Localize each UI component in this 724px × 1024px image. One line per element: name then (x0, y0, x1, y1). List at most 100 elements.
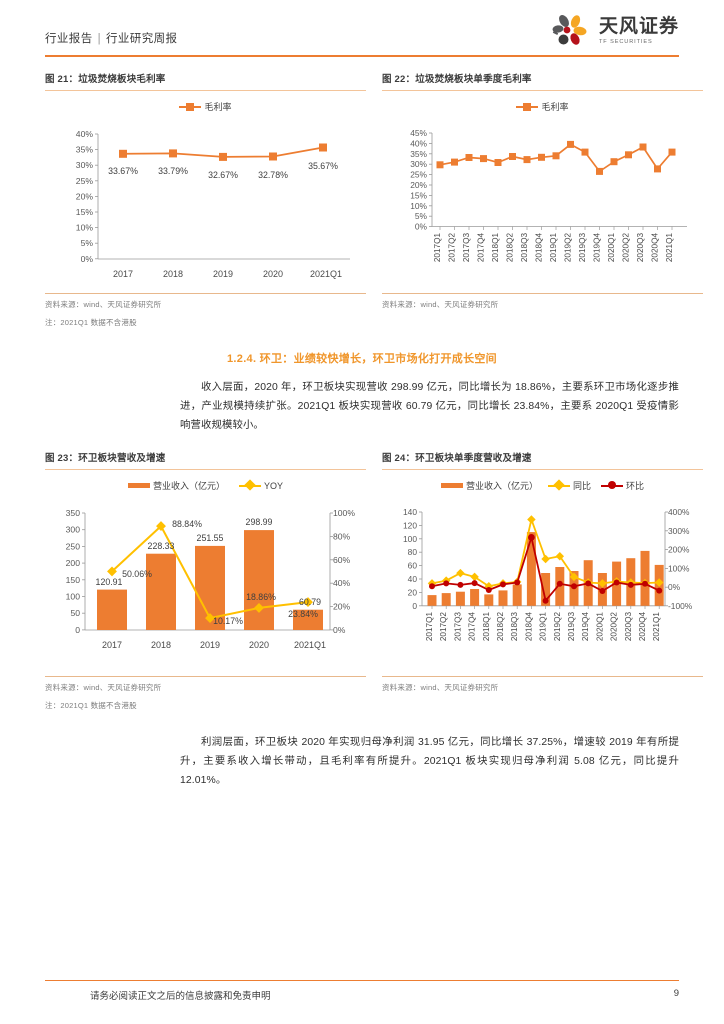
breadcrumb-primary: 行业报告 (45, 33, 93, 45)
svg-text:2018Q2: 2018Q2 (506, 232, 515, 262)
legend-item-gross-margin: 毛利率 (179, 100, 232, 113)
figure-21-title: 图 21：垃圾焚烧板块毛利率 (45, 73, 166, 85)
svg-text:2018: 2018 (151, 640, 171, 650)
figure-24: 图 24：环卫板块单季度营收及增速 营业收入（亿元） 同比 环比 (382, 450, 703, 711)
figure-22-title-rule (382, 89, 703, 91)
svg-text:100: 100 (403, 534, 417, 544)
breadcrumb-divider: | (97, 33, 101, 45)
pinwheel-logo-icon (551, 14, 593, 48)
section-heading: 1.2.4. 环卫：业绩较快增长，环卫市场化打开成长空间 (227, 352, 497, 365)
svg-text:2020: 2020 (249, 640, 269, 650)
svg-text:120: 120 (403, 520, 417, 530)
svg-text:2021Q1: 2021Q1 (665, 232, 674, 262)
svg-text:2021Q1: 2021Q1 (294, 640, 326, 650)
svg-text:2020Q1: 2020Q1 (607, 232, 616, 262)
svg-text:100%: 100% (668, 563, 690, 573)
svg-text:0: 0 (412, 601, 417, 611)
svg-text:40%: 40% (333, 578, 351, 588)
svg-text:40: 40 (408, 574, 418, 584)
svg-text:2020Q3: 2020Q3 (624, 611, 633, 641)
svg-text:228.33: 228.33 (148, 541, 175, 551)
legend-line-icon (547, 479, 570, 491)
legend-item-revenue: 营业收入（亿元） (440, 479, 538, 492)
figure-22: 图 22：垃圾焚烧板块单季度毛利率 毛利率 45% 40% 35% 30% 25% 2… (382, 71, 703, 328)
svg-text:2017Q1: 2017Q1 (433, 232, 442, 262)
legend-label: 毛利率 (541, 102, 569, 113)
footer-divider (45, 979, 679, 981)
page-footer: 请务必阅读正文之后的信息披露和免责申明 9 (45, 979, 679, 1002)
legend-label: 环比 (626, 481, 645, 492)
breadcrumb-secondary: 行业研究周报 (106, 33, 178, 45)
svg-text:140: 140 (403, 507, 417, 517)
svg-text:2018Q1: 2018Q1 (482, 611, 491, 641)
svg-text:32.78%: 32.78% (258, 170, 288, 180)
figure-24-legend: 营业收入（亿元） 同比 环比 (382, 474, 703, 498)
footer-page-number: 9 (673, 988, 679, 999)
header-divider (45, 55, 679, 57)
svg-text:0: 0 (75, 625, 80, 635)
svg-text:20%: 20% (333, 601, 351, 611)
figure-21-chart: 毛利率 40% 35% 30% 25% 20% 15% 10% 5% 0% (45, 95, 366, 291)
figure-23-title: 图 23：环卫板块营收及增速 (45, 452, 166, 464)
legend-item-gross-margin: 毛利率 (516, 100, 569, 113)
svg-text:10.17%: 10.17% (213, 616, 243, 626)
svg-text:2020Q2: 2020Q2 (622, 232, 631, 262)
svg-text:0%: 0% (81, 254, 94, 264)
figure-23-legend: 营业收入（亿元） YOY (45, 474, 366, 498)
svg-text:100%: 100% (333, 508, 355, 518)
legend-item-qoq: 环比 (601, 479, 644, 492)
svg-text:250: 250 (66, 541, 81, 551)
svg-text:2020Q1: 2020Q1 (595, 611, 604, 641)
svg-text:50.06%: 50.06% (122, 569, 152, 579)
svg-text:300: 300 (66, 524, 81, 534)
svg-text:2017: 2017 (113, 269, 133, 279)
figure-21-legend: 毛利率 (45, 95, 366, 119)
svg-text:2018Q3: 2018Q3 (520, 232, 529, 262)
svg-text:2018Q2: 2018Q2 (496, 611, 505, 641)
svg-text:20: 20 (408, 587, 418, 597)
svg-text:2018Q1: 2018Q1 (491, 232, 500, 262)
svg-text:5%: 5% (415, 211, 428, 221)
breadcrumb: 行业报告 | 行业研究周报 (45, 30, 177, 50)
svg-text:2019Q3: 2019Q3 (578, 232, 587, 262)
legend-line-icon (179, 102, 202, 111)
svg-text:2019Q2: 2019Q2 (564, 232, 573, 262)
svg-text:100: 100 (66, 591, 81, 601)
figure-23-plot: 350 300 250 200 150 100 50 0 100% 80% 60% 40% … (45, 498, 366, 672)
svg-text:35.67%: 35.67% (308, 161, 338, 171)
figure-21-title-rule (45, 89, 366, 91)
figure-24-plot: 140 120 100 80 60 40 20 0 400% 300% 200% 100% … (382, 498, 703, 672)
svg-text:2017Q1: 2017Q1 (425, 611, 434, 641)
figure-24-source: 资料来源：wind、天风证券研究所 (382, 682, 499, 692)
legend-label: 营业收入（亿元） (465, 481, 538, 492)
svg-text:88.84%: 88.84% (172, 519, 202, 529)
figure-23-foot-rule (45, 675, 366, 677)
svg-text:18.86%: 18.86% (246, 592, 276, 602)
company-logo: 天风证券 TF SECURITIES (551, 14, 679, 50)
svg-text:2020Q4: 2020Q4 (638, 611, 647, 641)
svg-text:40%: 40% (76, 129, 94, 139)
figure-23-source: 资料来源：wind、天风证券研究所 (45, 682, 162, 692)
figure-23-note: 注：2021Q1 数据不含港股 (45, 700, 137, 710)
svg-text:60: 60 (408, 560, 418, 570)
figure-24-title-rule (382, 468, 703, 470)
svg-text:120.91: 120.91 (96, 577, 123, 587)
legend-label: 营业收入（亿元） (152, 481, 225, 492)
svg-text:45%: 45% (410, 128, 427, 138)
legend-item-yoy: 同比 (547, 479, 591, 492)
svg-text:2017Q4: 2017Q4 (468, 611, 477, 641)
svg-text:60%: 60% (333, 555, 351, 565)
svg-text:23.84%: 23.84% (288, 609, 318, 619)
legend-label: YOY (264, 480, 284, 491)
svg-text:33.67%: 33.67% (108, 166, 138, 176)
svg-text:30%: 30% (76, 160, 94, 170)
logo-text-en: TF SECURITIES (598, 39, 653, 45)
figure-24-chart: 营业收入（亿元） 同比 环比 140 120 100 (382, 474, 703, 674)
svg-text:33.79%: 33.79% (158, 166, 188, 176)
svg-text:32.67%: 32.67% (208, 170, 238, 180)
logo-text-cn: 天风证券 (598, 16, 679, 37)
legend-label: 毛利率 (204, 102, 232, 113)
svg-text:150: 150 (66, 575, 81, 585)
figure-23: 图 23：环卫板块营收及增速 营业收入（亿元） YOY (45, 450, 366, 711)
